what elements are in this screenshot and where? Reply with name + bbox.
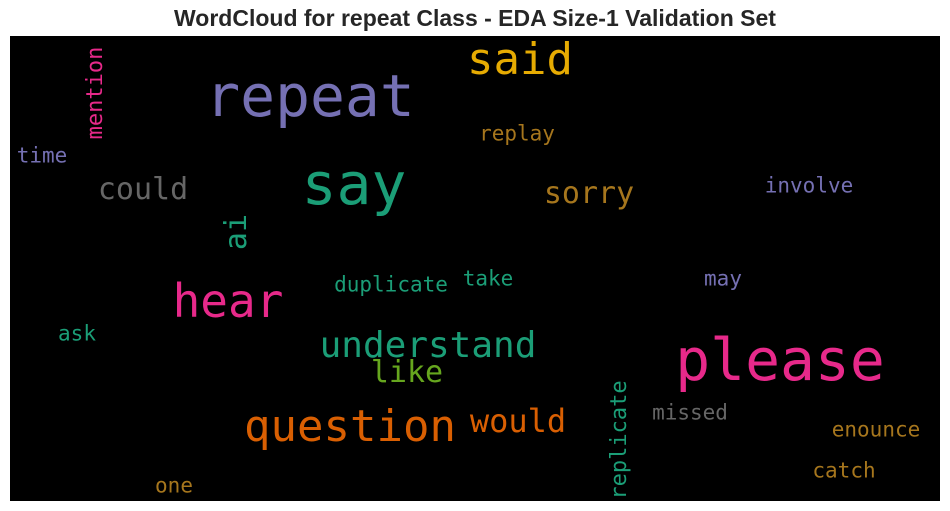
word-ask: ask — [58, 321, 96, 346]
word-could: could — [97, 172, 189, 207]
word-mention: mention — [83, 46, 108, 140]
word-say: say — [301, 150, 407, 218]
word-repeat: repeat — [205, 62, 415, 130]
word-duplicate: duplicate — [334, 272, 448, 297]
word-replicate: replicate — [607, 380, 632, 500]
word-may: may — [704, 266, 742, 291]
word-catch: catch — [812, 458, 876, 483]
word-question: question — [244, 401, 456, 452]
word-hear: hear — [172, 274, 284, 328]
word-time: time — [16, 143, 68, 168]
word-said: said — [467, 36, 573, 85]
word-one: one — [155, 473, 193, 498]
word-ai: ai — [219, 213, 254, 251]
word-involve: involve — [764, 173, 854, 198]
chart-title: WordCloud for repeat Class - EDA Size-1 … — [174, 5, 776, 31]
word-replay: replay — [479, 121, 555, 146]
word-enounce: enounce — [831, 417, 921, 442]
wordcloud-canvas: please repeat say hear question said understan… — [10, 36, 940, 501]
word-would: would — [469, 402, 567, 440]
word-please: please — [675, 326, 885, 394]
word-understand: understand — [319, 325, 537, 366]
word-take: take — [462, 266, 514, 291]
word-sorry: sorry — [543, 176, 635, 211]
word-like: like — [370, 355, 444, 390]
word-missed: missed — [652, 400, 728, 425]
